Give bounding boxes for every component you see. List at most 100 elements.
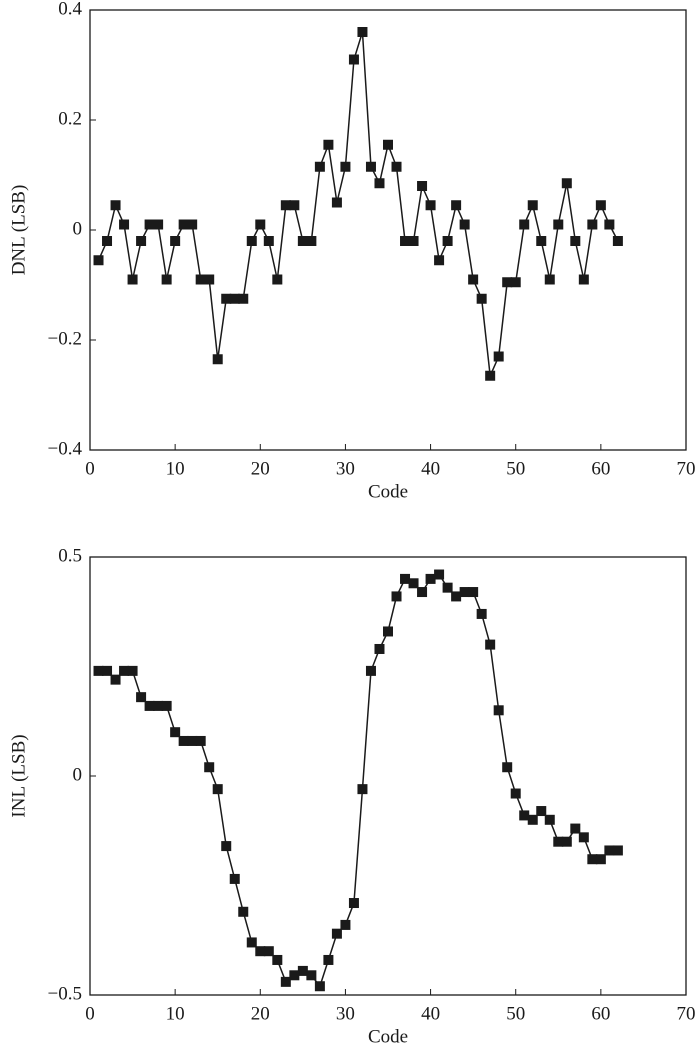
data-point	[544, 814, 555, 825]
data-point	[417, 181, 428, 191]
data-point	[170, 727, 181, 738]
data-point	[195, 735, 206, 746]
data-point	[331, 197, 342, 208]
data-point	[485, 639, 496, 650]
data-point	[170, 236, 181, 246]
data-point	[357, 784, 368, 795]
data-point	[391, 591, 402, 602]
x-tick-label: 60	[591, 458, 610, 479]
y-axis-label: DNL (LSB)	[8, 185, 29, 276]
data-point	[255, 946, 266, 957]
x-tick-label: 30	[336, 458, 355, 479]
data-point	[365, 161, 376, 172]
data-point	[604, 219, 615, 230]
data-point	[595, 854, 606, 865]
data-point	[561, 178, 572, 189]
data-point	[400, 236, 411, 246]
y-tick-label: −0.2	[48, 328, 82, 349]
data-point	[383, 139, 393, 150]
x-tick-label: 70	[677, 1003, 696, 1024]
data-point	[229, 873, 240, 884]
data-point	[280, 200, 291, 211]
data-point	[578, 274, 589, 285]
y-tick-label: −0.5	[48, 983, 82, 1004]
data-point	[459, 587, 470, 598]
data-point	[136, 236, 147, 246]
data-point	[536, 236, 547, 246]
data-point	[604, 845, 615, 856]
x-tick-label: 0	[85, 458, 95, 479]
data-point	[476, 293, 487, 304]
data-point	[391, 161, 402, 172]
data-point	[306, 970, 317, 981]
x-tick-label: 10	[166, 1003, 185, 1024]
data-point	[348, 54, 359, 65]
data-point	[238, 906, 249, 917]
x-tick-label: 40	[421, 458, 440, 479]
data-point	[374, 178, 385, 189]
data-point	[340, 161, 351, 172]
data-point	[263, 946, 274, 957]
data-point	[485, 370, 496, 381]
y-tick-label: 0.5	[58, 545, 82, 566]
x-tick-label: 50	[506, 458, 525, 479]
data-point	[178, 735, 189, 746]
data-point	[459, 219, 470, 230]
data-point	[144, 700, 155, 711]
data-point	[204, 274, 215, 285]
data-point	[110, 674, 121, 685]
data-point	[493, 351, 504, 362]
data-point	[357, 27, 368, 37]
data-point	[323, 954, 334, 965]
data-point	[153, 219, 164, 230]
x-tick-label: 10	[166, 458, 185, 479]
data-point	[297, 236, 308, 246]
data-point	[136, 692, 147, 703]
plot-frame	[89, 556, 687, 996]
data-point	[195, 274, 206, 285]
data-point	[374, 643, 385, 654]
data-point	[161, 274, 172, 285]
data-point	[502, 277, 513, 288]
data-point	[553, 219, 564, 230]
data-point	[238, 293, 249, 304]
data-point	[612, 236, 623, 246]
x-tick-label: 50	[506, 1003, 525, 1024]
data-point	[408, 578, 419, 589]
data-point	[187, 735, 198, 746]
data-point	[519, 219, 530, 230]
data-point	[280, 976, 291, 987]
x-tick-label: 30	[336, 1003, 355, 1024]
x-tick-label: 60	[591, 1003, 610, 1024]
data-point	[255, 219, 266, 230]
data-point	[434, 255, 445, 266]
data-point	[221, 841, 232, 852]
data-point	[221, 293, 232, 304]
data-point	[272, 274, 283, 285]
data-point	[451, 591, 462, 602]
data-point	[348, 898, 359, 909]
data-point	[119, 219, 130, 230]
data-point	[212, 784, 223, 795]
data-point	[544, 274, 555, 285]
y-axis-label: INL (LSB)	[8, 734, 29, 817]
data-point	[110, 200, 121, 211]
data-line	[97, 31, 619, 379]
data-point	[306, 236, 317, 246]
data-point	[434, 569, 445, 580]
x-tick-label: 20	[251, 1003, 270, 1024]
data-point	[510, 788, 521, 799]
data-point	[587, 854, 598, 865]
data-point	[289, 970, 300, 981]
data-point	[612, 845, 623, 856]
x-tick-label: 70	[677, 458, 696, 479]
data-point	[570, 823, 581, 834]
data-point	[553, 836, 564, 847]
data-point	[502, 762, 513, 773]
data-point	[331, 928, 342, 939]
data-point	[595, 200, 606, 211]
data-point	[493, 705, 504, 716]
data-point	[127, 665, 138, 676]
data-point	[476, 608, 487, 619]
